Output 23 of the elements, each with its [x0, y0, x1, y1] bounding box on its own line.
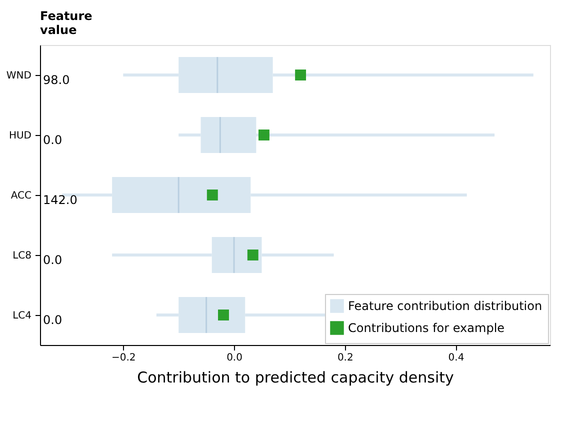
point — [258, 130, 270, 140]
point — [295, 70, 306, 80]
annotation: 0.0 — [43, 132, 62, 147]
x-axis-title: Contribution to predicted capacity density — [137, 368, 454, 386]
x-tick-label: 0.0 — [226, 352, 242, 364]
y-tick-label: ACC — [10, 190, 32, 202]
legend-label: Feature contribution distribution — [348, 299, 542, 313]
point — [206, 190, 218, 200]
legend-label: Contributions for example — [348, 321, 505, 335]
x-tick-label: 0.4 — [448, 352, 464, 364]
x-tick-label: −0.2 — [112, 352, 136, 364]
y-tick-label: HUD — [8, 130, 32, 142]
annotation: 98.0 — [43, 72, 70, 87]
annotation: 142.0 — [43, 192, 78, 207]
x-tick-label: 0.2 — [337, 352, 354, 364]
annotation: 0.0 — [43, 252, 62, 267]
y-tick-label: LC8 — [12, 250, 32, 262]
point — [247, 250, 258, 260]
y-axis-title: Feature value — [40, 9, 92, 37]
point — [218, 310, 229, 320]
y-tick-label: WND — [6, 70, 32, 82]
annotation: 0.0 — [43, 312, 62, 327]
y-tick-label: LC4 — [12, 310, 32, 322]
